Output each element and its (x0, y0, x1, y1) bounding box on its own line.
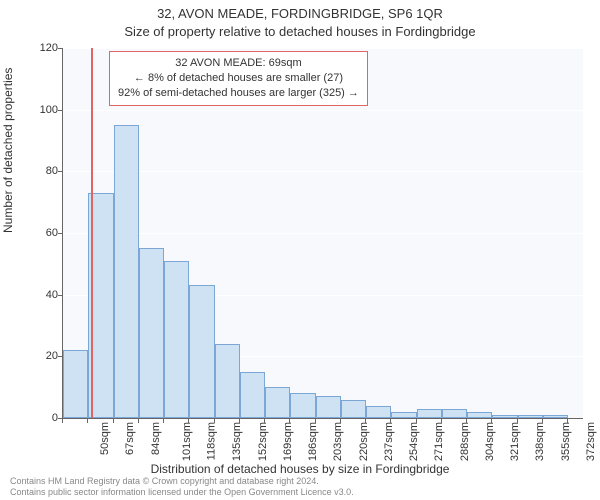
x-tick-label: 355sqm (560, 422, 572, 461)
histogram-bar (442, 409, 467, 418)
histogram-bar (467, 412, 492, 418)
x-tick-mark (62, 418, 63, 423)
x-tick-label: 220sqm (358, 422, 370, 461)
y-tick-mark (58, 356, 63, 357)
histogram-bar (391, 412, 416, 418)
marker-line (91, 48, 93, 418)
x-tick-mark (264, 418, 265, 423)
gridline-h (63, 171, 583, 172)
x-tick-label: 84sqm (150, 422, 162, 455)
histogram-bar (139, 248, 164, 418)
histogram-bar (215, 344, 240, 418)
x-tick-mark (517, 418, 518, 423)
x-axis-label: Distribution of detached houses by size … (0, 462, 600, 476)
y-axis-label: Number of detached properties (1, 68, 15, 233)
y-tick-mark (58, 233, 63, 234)
footer-line-2: Contains public sector information licen… (10, 487, 354, 498)
x-tick-label: 271sqm (433, 422, 445, 461)
x-tick-label: 288sqm (459, 422, 471, 461)
histogram-bar (63, 350, 88, 418)
y-tick-mark (58, 48, 63, 49)
x-tick-label: 152sqm (257, 422, 269, 461)
callout-line: 92% of semi-detached houses are larger (… (118, 86, 359, 101)
y-tick-label: 20 (24, 350, 58, 362)
x-tick-mark (416, 418, 417, 423)
x-tick-mark (87, 418, 88, 423)
y-tick-mark (58, 295, 63, 296)
x-tick-mark (491, 418, 492, 423)
y-tick-label: 0 (24, 412, 58, 424)
x-tick-mark (214, 418, 215, 423)
x-tick-mark (542, 418, 543, 423)
callout-line: ← 8% of detached houses are smaller (27) (118, 71, 359, 86)
x-tick-mark (567, 418, 568, 423)
histogram-bar (341, 400, 366, 419)
x-tick-label: 186sqm (307, 422, 319, 461)
x-tick-mark (365, 418, 366, 423)
x-tick-label: 304sqm (484, 422, 496, 461)
callout-line: 32 AVON MEADE: 69sqm (118, 56, 359, 71)
gridline-h (63, 48, 583, 49)
histogram-bar (492, 415, 517, 418)
x-tick-label: 67sqm (124, 422, 136, 455)
x-tick-label: 135sqm (231, 422, 243, 461)
page-title: 32, AVON MEADE, FORDINGBRIDGE, SP6 1QR (0, 6, 600, 21)
chart-container: 32, AVON MEADE, FORDINGBRIDGE, SP6 1QR S… (0, 0, 600, 500)
histogram-bar (417, 409, 442, 418)
x-tick-label: 372sqm (585, 422, 597, 461)
callout-box: 32 AVON MEADE: 69sqm← 8% of detached hou… (109, 51, 368, 106)
plot-area: 32 AVON MEADE: 69sqm← 8% of detached hou… (62, 48, 583, 419)
x-tick-mark (466, 418, 467, 423)
y-tick-label: 60 (24, 227, 58, 239)
x-tick-label: 118sqm (205, 422, 217, 460)
x-tick-mark (163, 418, 164, 423)
gridline-h (63, 233, 583, 234)
x-tick-mark (340, 418, 341, 423)
x-tick-label: 338sqm (535, 422, 547, 461)
x-tick-label: 203sqm (332, 422, 344, 461)
gridline-h (63, 110, 583, 111)
y-tick-label: 40 (24, 289, 58, 301)
y-tick-label: 80 (24, 165, 58, 177)
x-tick-mark (390, 418, 391, 423)
y-tick-mark (58, 110, 63, 111)
y-tick-mark (58, 171, 63, 172)
x-tick-mark (315, 418, 316, 423)
x-tick-label: 321sqm (509, 422, 521, 461)
attribution-footer: Contains HM Land Registry data © Crown c… (10, 476, 354, 498)
histogram-bar (189, 285, 214, 418)
histogram-bar (164, 261, 189, 418)
histogram-bar (543, 415, 568, 418)
histogram-bar (366, 406, 391, 418)
x-tick-mark (188, 418, 189, 423)
x-tick-mark (239, 418, 240, 423)
chart-subtitle: Size of property relative to detached ho… (0, 24, 600, 39)
histogram-bar (114, 125, 139, 418)
footer-line-1: Contains HM Land Registry data © Crown c… (10, 476, 354, 487)
x-tick-label: 101sqm (181, 422, 193, 461)
histogram-bar (290, 393, 315, 418)
x-tick-label: 169sqm (282, 422, 294, 461)
histogram-bar (316, 396, 341, 418)
y-tick-label: 100 (24, 104, 58, 116)
y-tick-label: 120 (24, 42, 58, 54)
histogram-bar (265, 387, 290, 418)
x-tick-label: 50sqm (99, 422, 111, 455)
histogram-bar (518, 415, 543, 418)
x-tick-label: 254sqm (408, 422, 420, 461)
histogram-bar (240, 372, 265, 418)
x-tick-mark (113, 418, 114, 423)
x-tick-mark (138, 418, 139, 423)
x-tick-mark (441, 418, 442, 423)
x-tick-mark (289, 418, 290, 423)
x-tick-label: 237sqm (383, 422, 395, 461)
